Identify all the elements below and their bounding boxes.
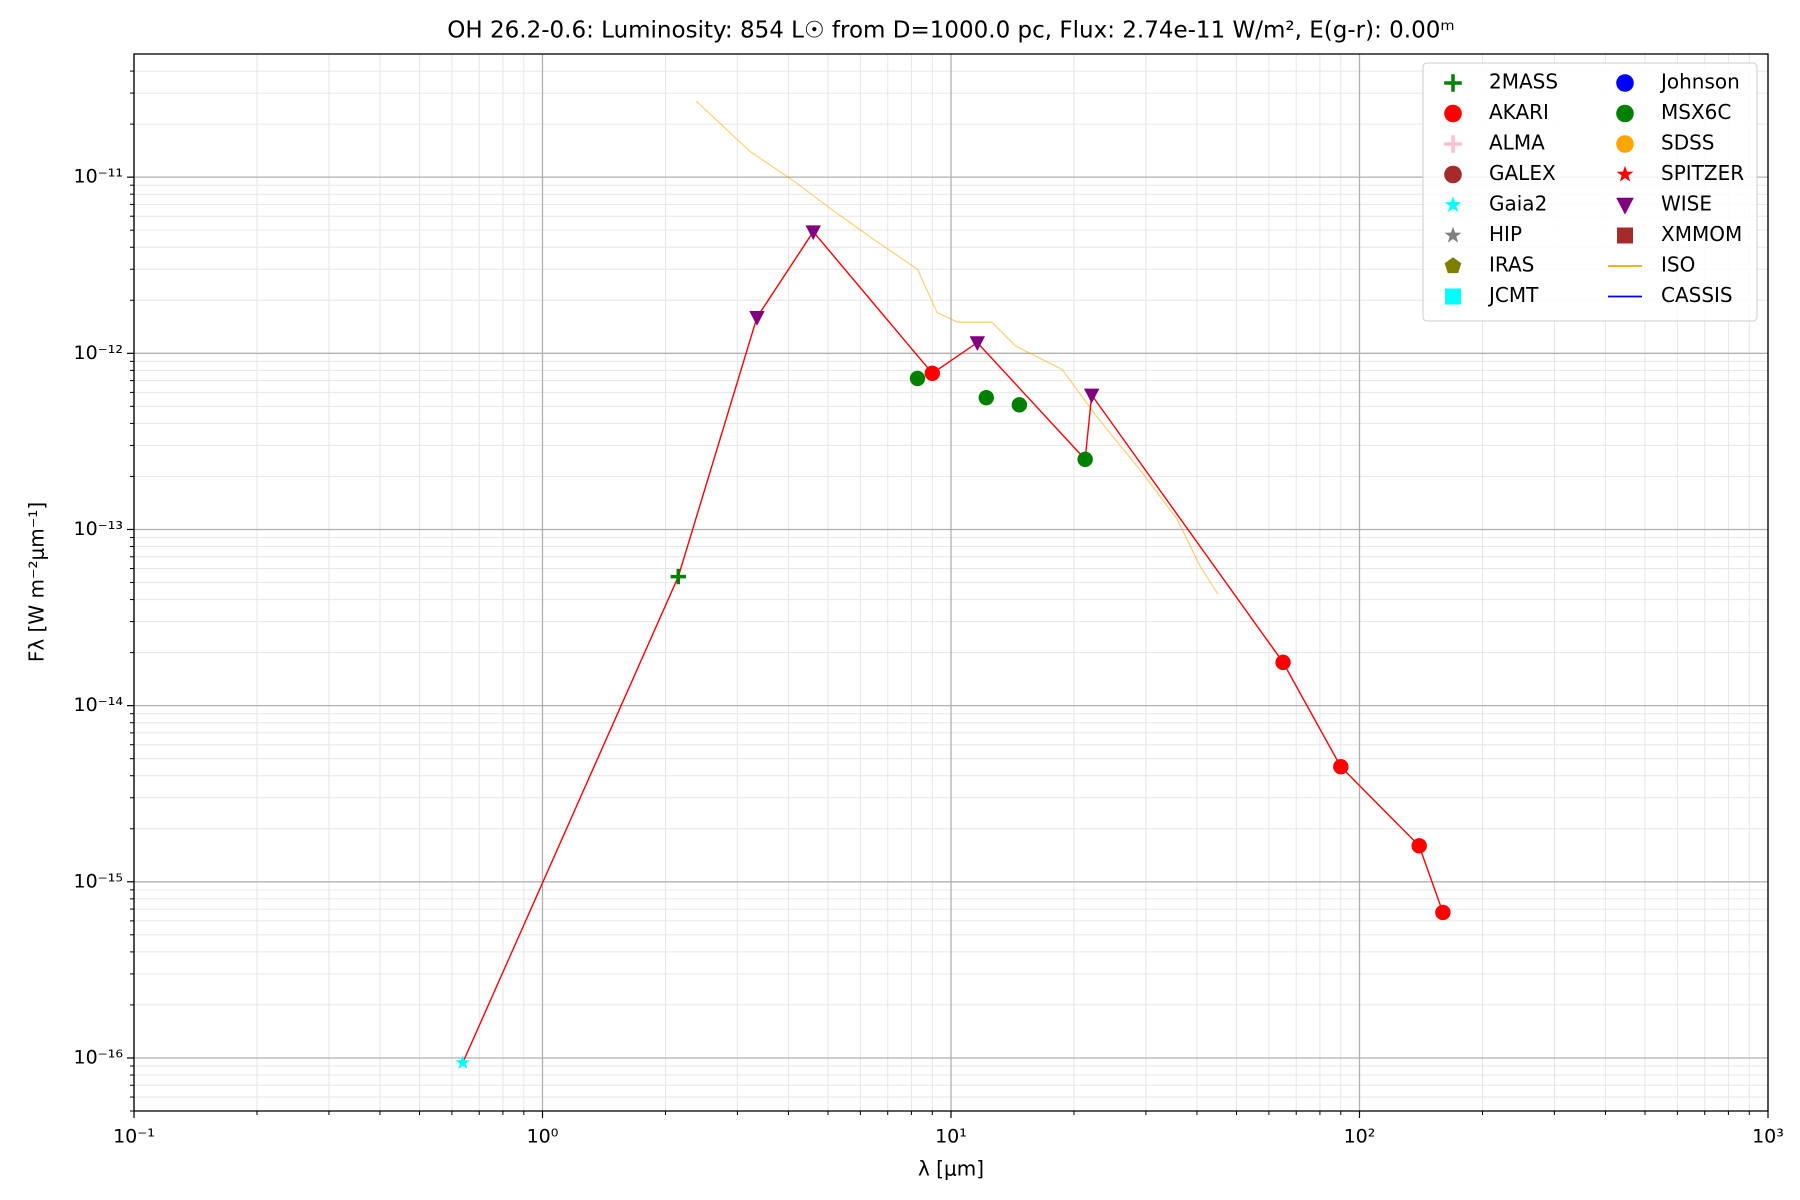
y-tick-label: 10⁻¹⁴: [74, 694, 124, 716]
marker: [1083, 388, 1100, 404]
legend-label: AKARI: [1489, 100, 1549, 124]
legend-label: HIP: [1489, 222, 1522, 246]
marker: [1445, 288, 1461, 305]
legend-label: JCMT: [1487, 283, 1539, 307]
x-axis-label: λ [μm]: [918, 1157, 984, 1181]
marker: [1011, 397, 1028, 413]
legend-label: MSX6C: [1661, 100, 1731, 124]
marker: [1444, 226, 1462, 243]
x-tick-label: 10¹: [935, 1126, 967, 1148]
marker: [1444, 104, 1462, 123]
marker: [978, 389, 994, 406]
marker: [1077, 451, 1093, 468]
legend-label: Johnson: [1659, 70, 1740, 94]
legend-label: WISE: [1661, 192, 1712, 216]
y-axis-label: Fλ [W m⁻²μm⁻¹]: [25, 502, 49, 662]
legend-label: GALEX: [1489, 161, 1556, 185]
sed-line: [462, 230, 1444, 1063]
legend-label: Gaia2: [1489, 192, 1547, 216]
chart-title: OH 26.2-0.6: Luminosity: 854 L☉ from D=1…: [447, 18, 1454, 44]
marker: [924, 365, 941, 381]
marker: [1411, 838, 1427, 854]
legend-label: IRAS: [1489, 253, 1534, 277]
marker: [1275, 654, 1291, 671]
marker: [1444, 196, 1462, 213]
marker: [1444, 165, 1462, 184]
y-tick-label: 10⁻¹⁵: [74, 870, 123, 892]
x-tick-label: 10²: [1344, 1126, 1376, 1148]
y-tick-label: 10⁻¹³: [74, 518, 123, 540]
marker: [1616, 165, 1634, 182]
marker: [1444, 135, 1462, 153]
marker: [749, 311, 765, 326]
y-tick-label: 10⁻¹⁶: [74, 1046, 123, 1068]
marker: [1435, 904, 1451, 921]
marker: [455, 1055, 471, 1069]
marker: [1617, 227, 1633, 244]
marker: [909, 370, 926, 387]
marker: [805, 225, 821, 241]
marker: [1333, 759, 1349, 775]
legend: 2MASS AKARI ALMA GALEX Gaia2 HIP IRAS JCMT Johns…: [1422, 62, 1758, 322]
marker: [1616, 135, 1634, 153]
marker: [1616, 74, 1634, 92]
marker: [1616, 104, 1634, 123]
spectrum-line: [695, 100, 1219, 595]
legend-label: ISO: [1661, 253, 1695, 277]
marker: [1444, 74, 1462, 92]
legend-box: [1422, 62, 1758, 322]
marker: [969, 336, 986, 352]
marker: [1444, 257, 1462, 274]
legend-label: ALMA: [1489, 131, 1545, 155]
marker: [1616, 197, 1634, 215]
y-tick-label: 10⁻¹¹: [74, 166, 123, 188]
legend-label: XMMOM: [1661, 222, 1742, 246]
plot-area: [455, 100, 1451, 1069]
plot-frame: [133, 53, 1769, 1112]
x-tick-label: 10³: [1752, 1126, 1784, 1148]
legend-label: CASSIS: [1661, 283, 1733, 307]
grid: [133, 54, 1769, 1112]
x-tick-label: 10⁰: [527, 1126, 559, 1148]
legend-label: SPITZER: [1661, 161, 1744, 185]
y-tick-label: 10⁻¹²: [74, 342, 123, 364]
marker: [670, 568, 687, 585]
legend-label: SDSS: [1661, 131, 1715, 155]
x-tick-label: 10⁻¹: [113, 1126, 155, 1148]
legend-label: 2MASS: [1489, 70, 1558, 94]
